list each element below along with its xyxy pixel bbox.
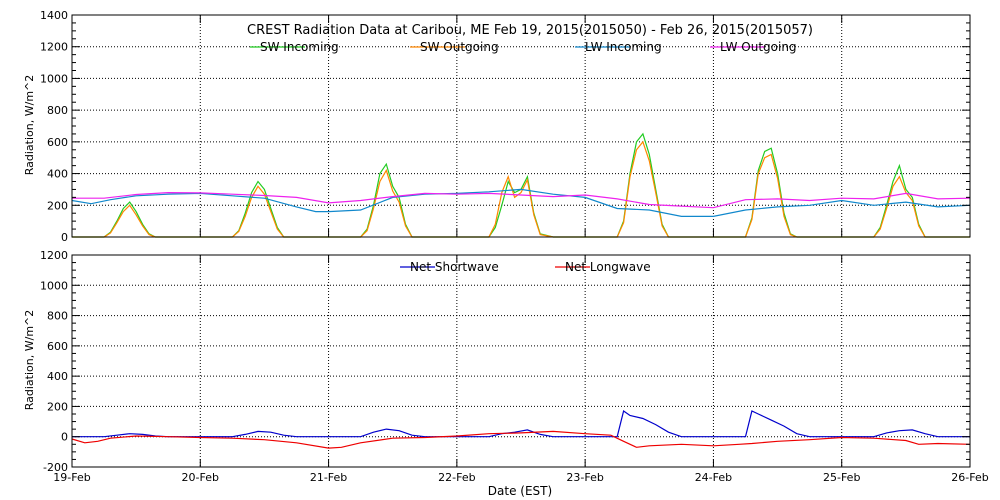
- grid-bottom: [72, 255, 970, 467]
- legend-label: SW Outgoing: [420, 40, 499, 54]
- x-tick-label: 24-Feb: [695, 471, 732, 484]
- y-tick-label: 600: [47, 340, 68, 353]
- series-group-bottom: [71, 410, 971, 449]
- legend-label: Net Shortwave: [410, 260, 499, 274]
- panel-bottom: -200 0 200 400 600 800 1000 1200 19-Feb 20-Feb 21…: [23, 249, 989, 498]
- y-tick-label: 1200: [40, 249, 68, 262]
- y-tick-label: 1200: [40, 41, 68, 54]
- legend-label: LW Outgoing: [720, 40, 797, 54]
- series-line-net-longwave: [71, 430, 971, 449]
- legend-bottom: Net Shortwave Net Longwave: [400, 260, 651, 274]
- y-tick-label: 200: [47, 400, 68, 413]
- y-tick-label: 400: [47, 370, 68, 383]
- y-tick-label: 800: [47, 104, 68, 117]
- x-tick-label: 26-Feb: [951, 471, 988, 484]
- y-tick-label: 200: [47, 199, 68, 212]
- y-ticks-bottom: -200 0 200 400 600 800 1000 1200: [40, 249, 971, 474]
- legend-label: Net Longwave: [565, 260, 651, 274]
- x-tick-label: 22-Feb: [438, 471, 475, 484]
- y-tick-label: 1000: [40, 279, 68, 292]
- x-tick-label: 23-Feb: [566, 471, 603, 484]
- x-tick-label: 19-Feb: [53, 471, 90, 484]
- grid-top: [72, 15, 970, 237]
- y-axis-label-bottom: Radiation, W/m^2: [23, 310, 36, 411]
- y-tick-label: -200: [43, 461, 68, 474]
- y-tick-label: 400: [47, 168, 68, 181]
- y-tick-label: 800: [47, 310, 68, 323]
- panel-top: 0 200 400 600 800 1000 1200 1400 CREST Radiatio…: [23, 9, 971, 244]
- legend-top: SW Incoming SW Outgoing LW Incoming LW Outg…: [250, 40, 797, 54]
- y-tick-label: 600: [47, 136, 68, 149]
- legend-label: SW Incoming: [260, 40, 339, 54]
- y-tick-label: 0: [61, 231, 68, 244]
- y-tick-label: 0: [61, 431, 68, 444]
- legend-label: LW Incoming: [585, 40, 662, 54]
- x-ticks: 19-Feb 20-Feb 21-Feb 22-Feb 23-Feb 24-Feb 25-F…: [53, 471, 988, 484]
- y-tick-label: 1000: [40, 72, 68, 85]
- y-tick-label: 1400: [40, 9, 68, 22]
- x-tick-label: 20-Feb: [182, 471, 219, 484]
- x-tick-label: 25-Feb: [823, 471, 860, 484]
- series-line-lw-outgoing: [72, 191, 971, 209]
- y-ticks-top: 0 200 400 600 800 1000 1200 1400: [40, 9, 971, 244]
- y-axis-label-top: Radiation, W/m^2: [23, 75, 36, 176]
- x-axis-label: Date (EST): [488, 484, 552, 498]
- x-tick-label: 21-Feb: [310, 471, 347, 484]
- chart-title: CREST Radiation Data at Caribou, ME Feb …: [247, 23, 813, 38]
